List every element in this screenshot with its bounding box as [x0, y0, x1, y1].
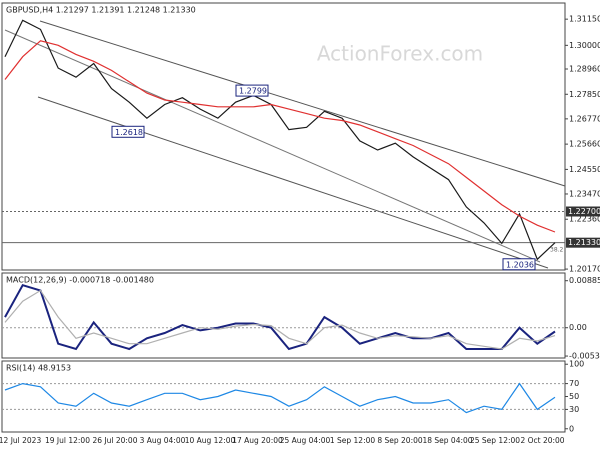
- y-tick-label: 1.25660: [569, 140, 600, 149]
- y-tick-label: 70: [569, 379, 579, 388]
- annotation-box: [111, 125, 145, 138]
- panel-title: GBPUSD,H4 1.21297 1.21391 1.21248 1.2133…: [6, 6, 196, 15]
- series-line: [4, 284, 556, 351]
- panel-frame: [1, 360, 566, 433]
- panel-frame: [1, 272, 566, 359]
- x-tick-label: 18 Sep 04:00: [422, 436, 472, 445]
- level-label: 1.21330: [568, 238, 600, 247]
- series-line: [4, 289, 556, 350]
- level-box: [566, 237, 600, 248]
- x-tick-label: 19 Jul 12:00: [45, 436, 90, 445]
- x-tick-label: 8 Sep 20:00: [377, 436, 423, 445]
- x-tick-label: 17 Aug 20:00: [232, 436, 283, 445]
- y-tick-label: 1.30000: [569, 41, 600, 50]
- y-tick-label: 1.31150: [569, 15, 600, 24]
- annotation-box: [235, 84, 269, 97]
- annotation-label: 1.2618: [115, 128, 143, 137]
- y-tick-label: 1.23470: [569, 189, 600, 198]
- y-tick-label: 1.26770: [569, 114, 600, 123]
- level-label: 1.22700: [568, 207, 600, 216]
- annotation-label: 1.2799: [239, 87, 267, 96]
- fib-label: 38.2: [550, 247, 564, 254]
- x-tick-label: 26 Jul 20:00: [93, 436, 138, 445]
- y-tick-label: 0.00885: [569, 276, 600, 285]
- y-tick-label: -0.005334: [569, 352, 600, 361]
- series-line: [4, 40, 556, 233]
- channel-line: [39, 20, 566, 187]
- y-tick-label: 1.22360: [569, 215, 600, 224]
- y-tick-label: 0: [569, 424, 574, 433]
- panel-title: RSI(14) 48.9153: [6, 364, 71, 373]
- x-tick-label: 25 Aug 04:00: [280, 436, 331, 445]
- channel-line: [4, 29, 541, 263]
- watermark: ActionForex.com: [317, 42, 483, 66]
- x-tick-label: 25 Sep 12:00: [470, 436, 520, 445]
- y-tick-label: 1.27850: [569, 90, 600, 99]
- panel-title: MACD(12,26,9) -0.000718 -0.001480: [6, 276, 154, 285]
- y-tick-label: 1.28960: [569, 65, 600, 74]
- x-tick-label: 1 Sep 12:00: [330, 436, 376, 445]
- series-line: [4, 19, 556, 261]
- y-tick-label: 100: [569, 360, 584, 369]
- annotation-label: 1.2036: [506, 260, 534, 269]
- y-tick-label: 30: [569, 405, 579, 414]
- annotation-box: [502, 258, 536, 271]
- x-tick-label: 12 Jul 2023: [0, 436, 41, 445]
- y-tick-label: 50: [569, 392, 579, 401]
- x-tick-label: 3 Aug 04:00: [140, 436, 186, 445]
- x-tick-label: 10 Aug 12:00: [185, 436, 236, 445]
- x-tick-label: 2 Oct 20:00: [520, 436, 564, 445]
- y-tick-label: 0.00: [569, 323, 587, 332]
- channel-line: [37, 96, 549, 269]
- series-line: [4, 382, 556, 414]
- y-tick-label: 1.24550: [569, 165, 600, 174]
- panel-frame: [1, 2, 566, 271]
- level-box: [566, 206, 600, 217]
- y-tick-label: 1.20170: [569, 265, 600, 274]
